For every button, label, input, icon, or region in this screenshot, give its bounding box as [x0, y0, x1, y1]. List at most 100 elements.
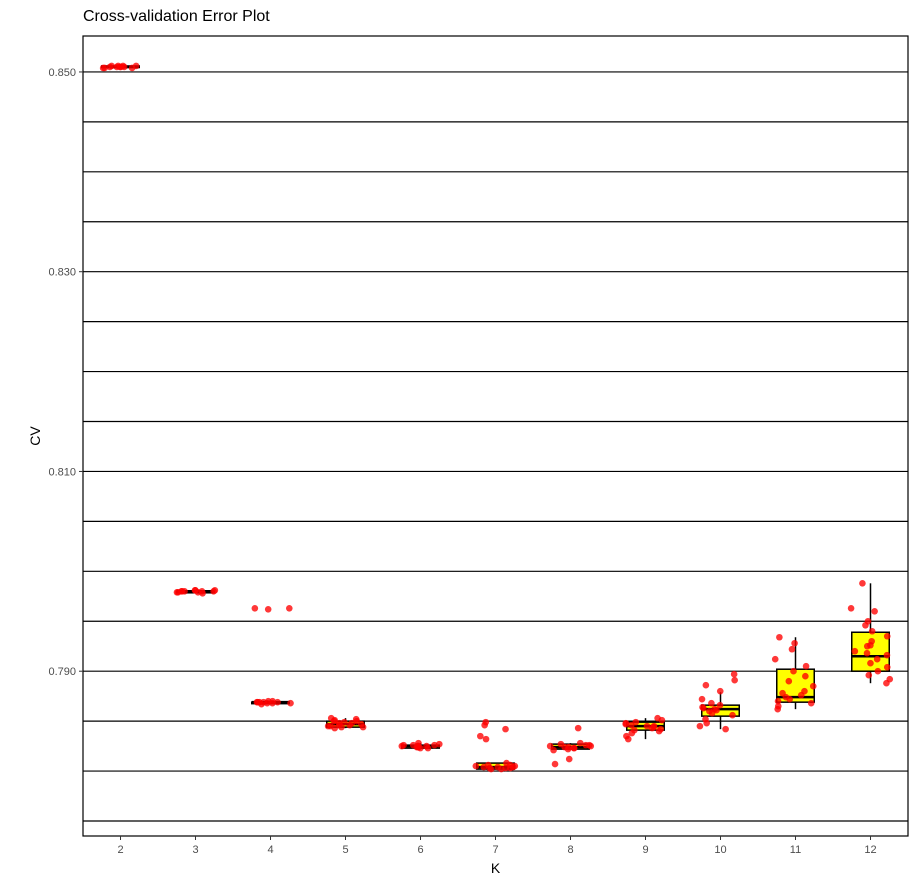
data-point: [423, 742, 430, 750]
data-point: [722, 725, 729, 733]
data-point: [883, 632, 891, 640]
y-axis-title: CV: [27, 426, 43, 446]
data-point: [624, 735, 632, 743]
x-tick-label: 9: [642, 844, 648, 856]
data-point: [883, 679, 890, 687]
data-point: [108, 62, 115, 70]
data-point: [883, 663, 891, 671]
data-point: [582, 741, 590, 749]
points-k9: [622, 714, 666, 743]
x-tick-label: 7: [492, 844, 498, 856]
data-point: [550, 746, 557, 754]
data-point: [862, 621, 869, 629]
data-point: [708, 699, 715, 707]
data-point: [99, 64, 107, 72]
data-point: [260, 698, 267, 706]
data-point: [802, 672, 809, 680]
data-point: [287, 699, 294, 707]
points-k3: [173, 587, 219, 597]
data-point: [802, 662, 810, 670]
data-point: [863, 649, 871, 657]
data-point: [482, 735, 490, 743]
data-point: [774, 697, 782, 705]
data-point: [847, 604, 855, 612]
data-point: [643, 722, 651, 730]
x-tick-label: 12: [864, 844, 876, 856]
data-point: [655, 727, 663, 735]
data-point: [269, 699, 276, 707]
x-axis-title: K: [491, 860, 501, 876]
data-point: [472, 762, 480, 770]
data-point: [658, 716, 666, 724]
data-point: [785, 677, 793, 685]
data-point: [570, 744, 578, 752]
y-tick-label: 0.810: [48, 466, 76, 478]
data-point: [576, 739, 584, 747]
points-k5: [324, 714, 367, 732]
points-k2: [99, 62, 140, 72]
x-tick-label: 11: [790, 844, 801, 856]
data-point: [414, 742, 422, 750]
x-tick-label: 4: [267, 844, 273, 856]
data-point: [871, 607, 878, 615]
data-point: [730, 670, 738, 678]
data-point: [716, 701, 724, 709]
data-point: [729, 711, 736, 719]
data-point: [285, 604, 293, 612]
data-point: [859, 580, 866, 587]
points-k8: [546, 724, 595, 768]
data-point: [867, 659, 874, 667]
data-point: [771, 655, 779, 663]
gridlines: [83, 71, 908, 822]
data-point: [874, 667, 882, 675]
x-tick-label: 10: [714, 844, 726, 856]
data-point: [628, 729, 636, 737]
data-point: [779, 689, 786, 697]
y-tick-label: 0.850: [48, 67, 76, 79]
data-point: [873, 655, 881, 663]
data-point: [338, 723, 345, 731]
points-k7: [472, 718, 519, 773]
data-point: [551, 760, 559, 768]
jitter-points: [99, 62, 894, 773]
data-point: [809, 682, 817, 690]
data-point: [274, 698, 281, 706]
data-point: [731, 676, 738, 684]
data-point: [788, 645, 796, 653]
data-point: [340, 718, 348, 726]
x-tick-label: 3: [192, 844, 198, 856]
data-point: [330, 717, 338, 725]
points-k10: [696, 670, 738, 733]
data-point: [565, 755, 573, 763]
x-tick-label: 2: [117, 844, 123, 856]
data-point: [502, 725, 509, 733]
data-point: [883, 651, 891, 659]
data-point: [797, 691, 805, 699]
data-point: [565, 743, 572, 751]
data-point: [696, 722, 704, 730]
data-point: [487, 765, 495, 773]
data-point: [128, 64, 136, 72]
data-point: [327, 722, 334, 730]
data-point: [398, 742, 406, 750]
plot-border: [82, 35, 909, 837]
data-point: [867, 641, 874, 649]
data-point: [713, 706, 720, 714]
chart-title: Cross-validation Error Plot: [83, 8, 270, 25]
data-point: [191, 587, 199, 594]
points-k12: [847, 580, 894, 687]
data-point: [868, 627, 876, 635]
data-point: [627, 721, 635, 729]
data-point: [807, 699, 815, 707]
data-point: [507, 764, 514, 772]
data-point: [494, 763, 502, 771]
x-tick-label: 5: [342, 844, 348, 856]
x-tick-label: 6: [417, 844, 423, 856]
data-point: [791, 639, 798, 647]
data-point: [264, 605, 272, 613]
data-point: [211, 587, 219, 594]
data-point: [700, 704, 707, 712]
data-point: [698, 695, 706, 703]
y-tick-label: 0.830: [48, 267, 76, 279]
